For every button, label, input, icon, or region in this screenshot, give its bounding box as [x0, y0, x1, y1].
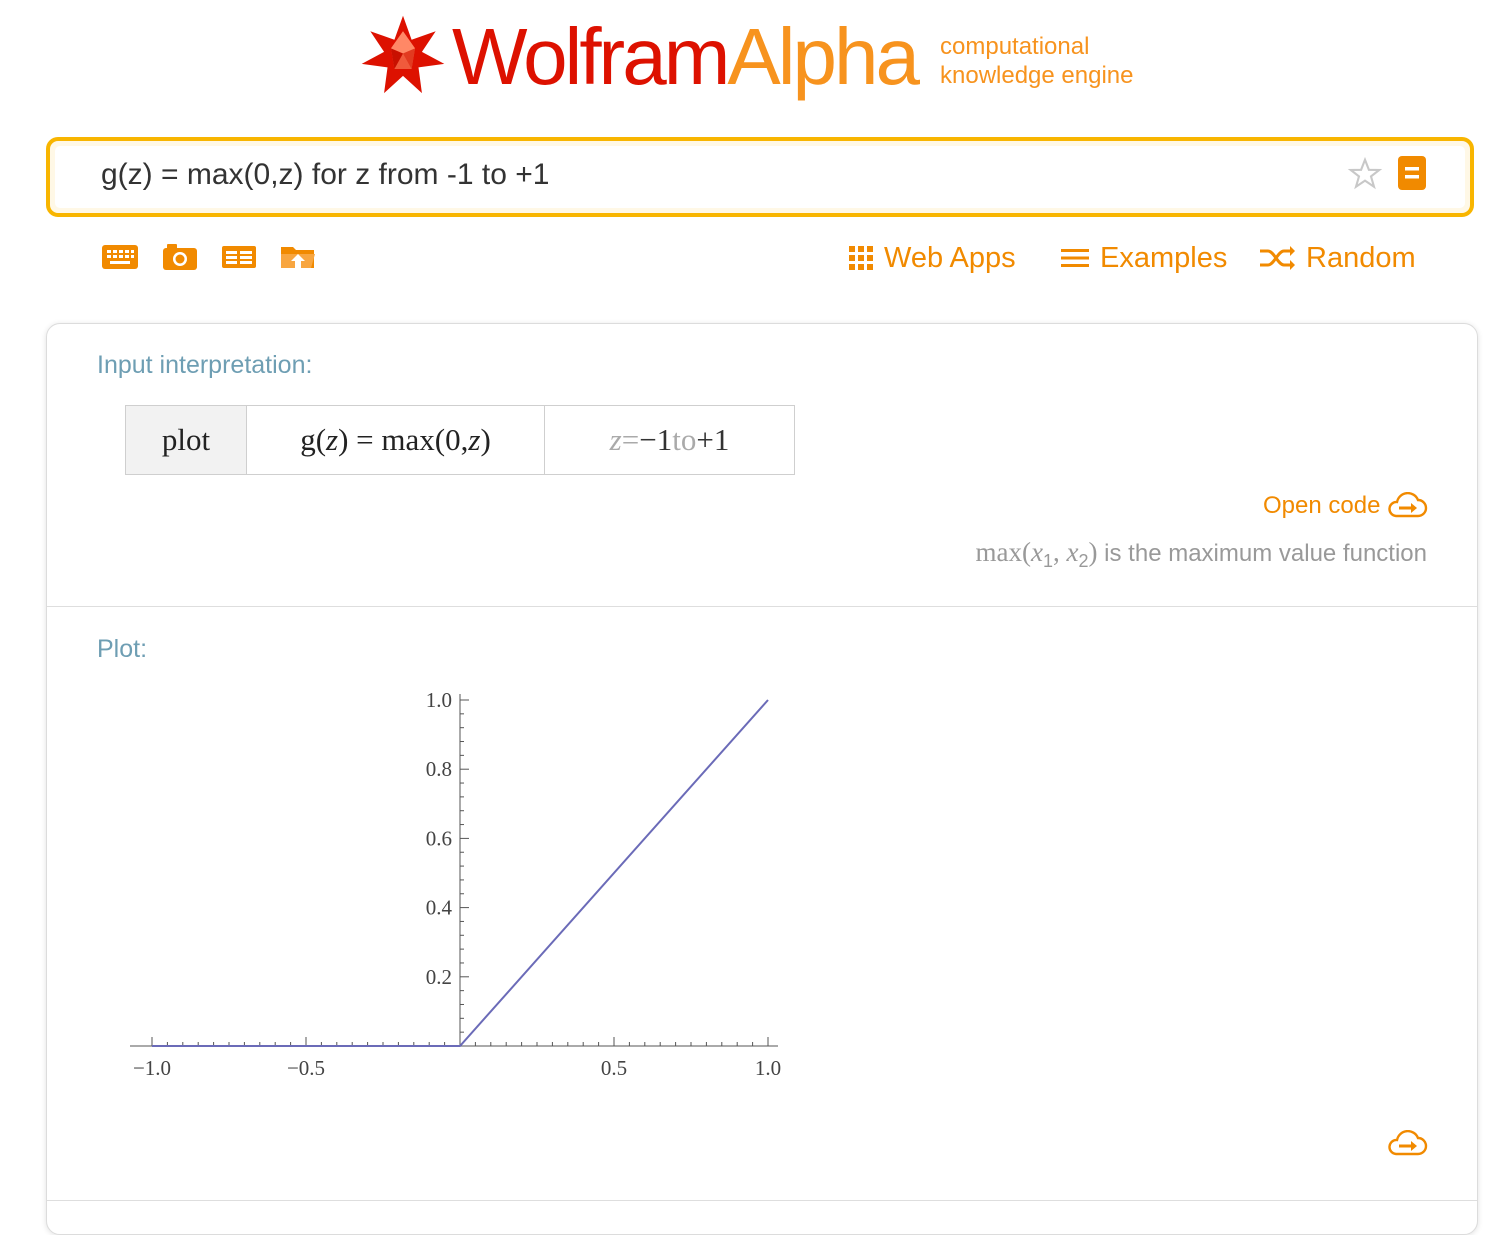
wolfram-spikey-icon: [361, 15, 445, 94]
range-eq: =: [621, 422, 640, 457]
plot-title: Plot:: [97, 635, 148, 663]
note-sub2: 2: [1078, 550, 1089, 571]
func-end: ): [480, 422, 491, 457]
cloud-arrow-icon[interactable]: [1386, 1130, 1428, 1158]
y-tick-label: 0.4: [426, 896, 453, 920]
y-tick-label: 0.8: [426, 757, 452, 781]
open-code-link[interactable]: Open code: [1263, 492, 1428, 520]
examples-label: Examples: [1100, 241, 1228, 274]
y-tick-label: 0.2: [426, 965, 452, 989]
interpretation-table: plot g(z) = max(0, z) z = −1 to +1: [125, 405, 795, 475]
x-tick-label: −1.0: [133, 1056, 171, 1080]
tagline-line2: knowledge engine: [940, 62, 1134, 89]
x-tick-label: 1.0: [755, 1056, 781, 1080]
web-apps-link[interactable]: Web Apps: [848, 237, 1016, 279]
logo-tagline: computational knowledge engine: [940, 32, 1134, 90]
x-tick-label: 0.5: [601, 1056, 627, 1080]
range-from: −1: [639, 422, 673, 457]
y-tick-label: 0.6: [426, 826, 452, 850]
pod-divider: [47, 1200, 1477, 1201]
results-card: Input interpretation: plot g(z) = max(0,…: [46, 323, 1478, 1235]
web-apps-label: Web Apps: [884, 241, 1016, 274]
note-x2: x: [1066, 537, 1079, 567]
interp-cell-function: g(z) = max(0, z): [247, 406, 545, 474]
func-var: z: [326, 422, 339, 457]
grid-icon: [849, 246, 873, 270]
range-to-word: to: [672, 422, 697, 457]
search-box: [46, 137, 1474, 217]
range-var: z: [609, 422, 622, 457]
random-label: Random: [1306, 241, 1416, 274]
star-icon[interactable]: [1347, 156, 1383, 192]
examples-link[interactable]: Examples: [1060, 237, 1227, 279]
range-to: +1: [696, 422, 730, 457]
table-icon[interactable]: [219, 240, 259, 274]
folder-upload-icon[interactable]: [278, 240, 318, 274]
logo-wolfram-text: Wolfram: [452, 12, 730, 101]
logo-alpha-text: Alpha: [727, 12, 920, 101]
keyboard-icon[interactable]: [100, 240, 140, 274]
note-comma: ,: [1053, 537, 1067, 567]
note-sub1: 1: [1043, 550, 1054, 571]
logo-wordmark: WolframAlpha: [452, 10, 920, 104]
camera-icon[interactable]: [160, 240, 200, 274]
equals-icon[interactable]: [1398, 156, 1426, 190]
note-x1: x: [1031, 537, 1043, 567]
interp-cell-range: z = −1 to +1: [545, 406, 794, 474]
input-interpretation-title: Input interpretation:: [97, 351, 313, 379]
note-max: max(: [975, 537, 1032, 567]
open-code-label: Open code: [1263, 492, 1381, 519]
search-inner: [55, 146, 1465, 208]
func-lhs: g(: [300, 422, 327, 457]
search-input[interactable]: [101, 156, 1301, 194]
note-text: is the maximum value function: [1097, 540, 1427, 567]
tagline-line1: computational: [940, 33, 1090, 60]
func-mid: ) = max(0,: [338, 422, 469, 457]
random-link[interactable]: Random: [1258, 237, 1416, 279]
hamburger-icon: [1061, 249, 1089, 267]
relu-plot[interactable]: −1.0 −0.5 0.5 1.0 0.2 0.4 0.6 0.8 1.0: [121, 679, 801, 1129]
pod-divider: [47, 606, 1477, 607]
interp-cell-plot: plot: [126, 406, 247, 474]
cloud-arrow-icon: [1388, 492, 1428, 518]
wolfram-alpha-logo[interactable]: WolframAlpha computational knowledge eng…: [360, 10, 1180, 110]
shuffle-icon: [1260, 246, 1295, 270]
y-tick-label: 1.0: [426, 688, 452, 712]
func-var2: z: [468, 422, 481, 457]
note-close: ): [1088, 537, 1098, 567]
x-tick-label: −0.5: [287, 1056, 325, 1080]
plot-line-series: [152, 699, 769, 1047]
max-function-note: max(x1, x2) is the maximum value functio…: [976, 537, 1427, 572]
